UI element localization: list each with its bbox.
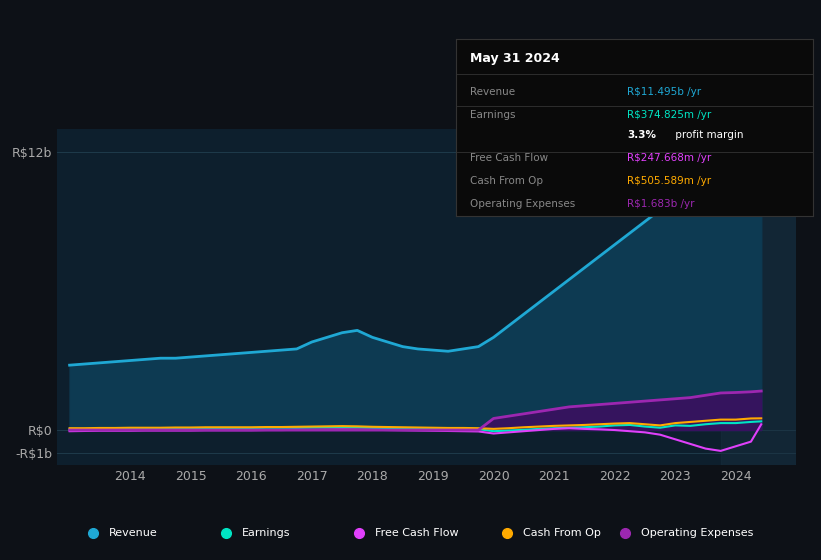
Text: R$374.825m /yr: R$374.825m /yr [627,110,711,120]
Text: R$505.589m /yr: R$505.589m /yr [627,176,711,185]
Text: Cash From Op: Cash From Op [470,176,543,185]
Text: R$247.668m /yr: R$247.668m /yr [627,153,711,162]
Text: R$11.495b /yr: R$11.495b /yr [627,87,701,97]
Text: Operating Expenses: Operating Expenses [470,199,576,208]
Text: Free Cash Flow: Free Cash Flow [470,153,548,162]
Text: Earnings: Earnings [470,110,516,120]
Text: Cash From Op: Cash From Op [523,529,601,538]
Text: May 31 2024: May 31 2024 [470,52,560,64]
Text: 3.3%: 3.3% [627,130,656,140]
Text: profit margin: profit margin [672,130,743,140]
Bar [721,129,796,465]
Text: Free Cash Flow: Free Cash Flow [375,529,459,538]
Text: Operating Expenses: Operating Expenses [641,529,754,538]
Text: Revenue: Revenue [470,87,515,97]
Text: R$1.683b /yr: R$1.683b /yr [627,199,695,208]
Text: Earnings: Earnings [242,529,291,538]
Text: Revenue: Revenue [109,529,158,538]
